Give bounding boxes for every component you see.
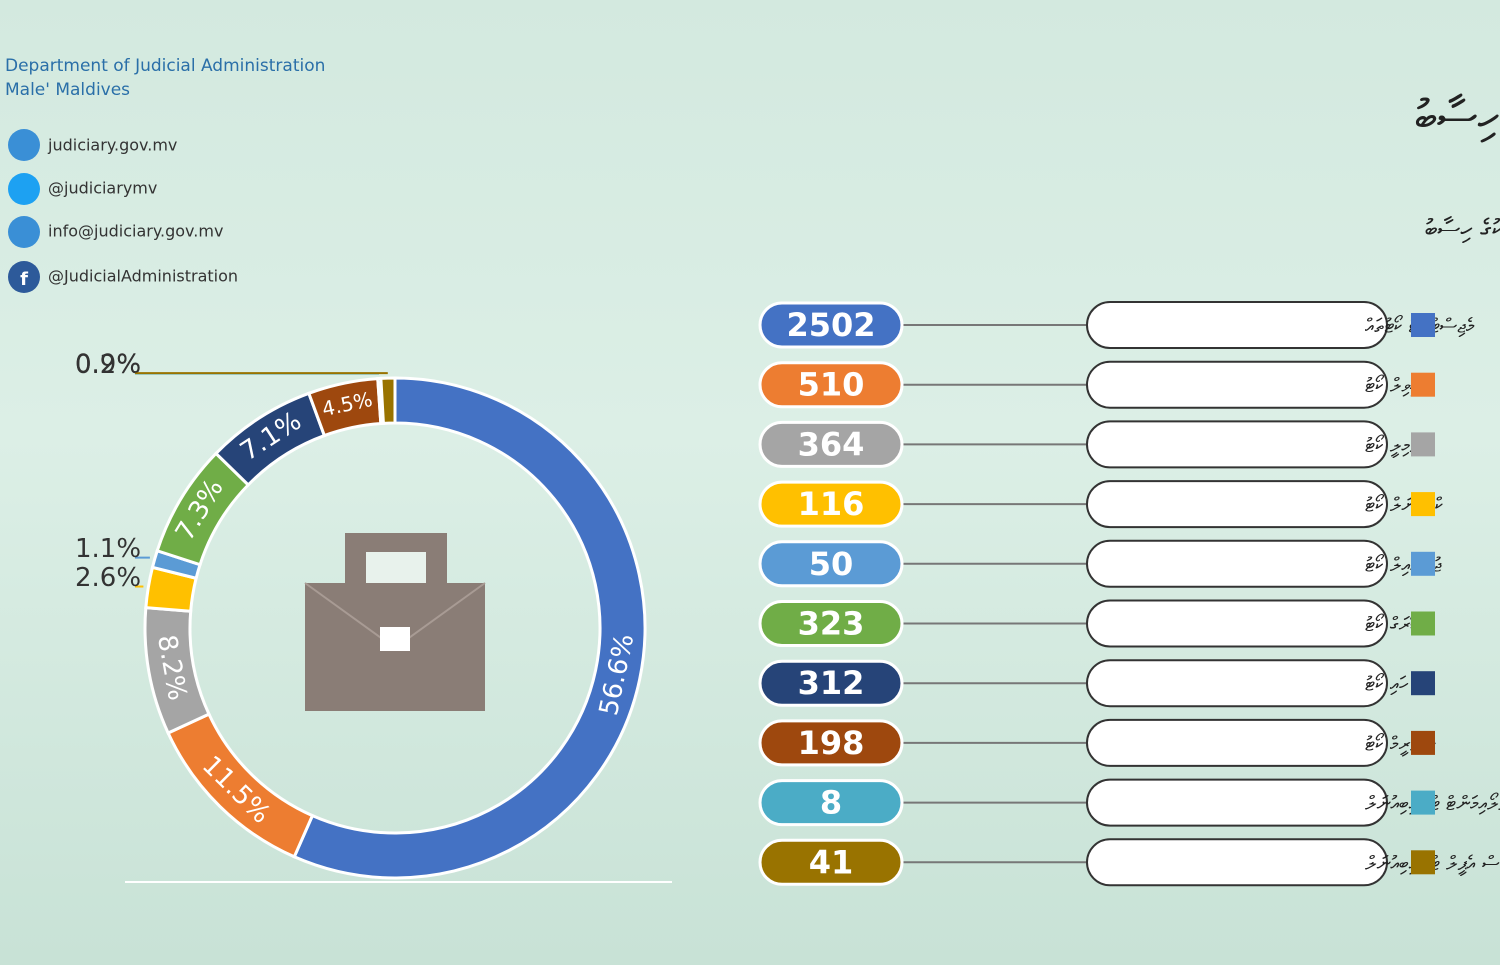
- donut-slice: [292, 376, 647, 880]
- legend-label: ފެމިލީ ކޯޓު: [1365, 433, 1420, 459]
- organization: Department of Judicial Administration: [5, 56, 325, 76]
- count-label: 510: [798, 366, 865, 404]
- count-label: 50: [809, 545, 854, 583]
- legend-swatch: [1411, 730, 1435, 755]
- count-pill: [758, 659, 904, 707]
- legend-label: ޑްރަގް ކޯޓު: [1365, 612, 1417, 636]
- count-label: 116: [798, 485, 865, 523]
- count-pill: [758, 480, 904, 528]
- legend-swatch: [1411, 372, 1435, 397]
- label-box: [1086, 659, 1388, 708]
- count-label: 312: [798, 664, 865, 702]
- location: Male' Maldives: [5, 80, 130, 100]
- slice-label: 0.9%: [75, 350, 141, 380]
- count-pill: [758, 420, 904, 468]
- legend-label: ހައި ކޯޓު: [1365, 672, 1409, 696]
- label-box: [1086, 599, 1388, 648]
- count-pill: [758, 361, 904, 409]
- label-box: [1086, 301, 1388, 349]
- contact-icons: f: [8, 129, 40, 293]
- count-pill: [758, 838, 904, 886]
- count-label: 8: [820, 784, 842, 822]
- label-box: [1086, 539, 1388, 588]
- count-label: 41: [809, 843, 854, 881]
- count-label: 323: [798, 605, 865, 643]
- count-pill: [758, 779, 904, 827]
- count-label: 198: [798, 724, 865, 762]
- count-pill: [758, 301, 904, 349]
- legend-swatch: [1411, 313, 1435, 337]
- label-box: [1086, 420, 1388, 469]
- legend-swatch: [1411, 432, 1435, 457]
- count-label: 364: [798, 425, 865, 463]
- contact: @JudicialAdministration: [48, 267, 238, 286]
- legend-swatch: [1411, 492, 1435, 517]
- donut-slice: [379, 376, 397, 425]
- legend-swatch: [1411, 671, 1435, 696]
- title: ކޯޓުތަކުން ނިމުނު މައްސަލަ ހިސާބު: [1415, 90, 1500, 144]
- count-pill: [758, 540, 904, 588]
- label-box: [1086, 480, 1388, 529]
- contact: @judiciarymv: [48, 179, 157, 198]
- legend-swatch: [1411, 611, 1435, 636]
- legend-swatch: [1411, 790, 1435, 815]
- svg-text:f: f: [20, 269, 28, 290]
- slice-label: 1.1%: [75, 534, 141, 564]
- label-box: [1086, 778, 1388, 827]
- briefcase-icon: [304, 533, 486, 711]
- label-box: [1086, 718, 1388, 767]
- label-box: [1086, 360, 1388, 409]
- count-label: 2502: [786, 306, 875, 344]
- slice-label: 2.6%: [75, 563, 141, 593]
- legend-swatch: [1411, 850, 1435, 875]
- count-pill: [758, 600, 904, 647]
- contact: info@judiciary.gov.mv: [48, 222, 223, 241]
- subtitle: 01 ޖަނަވަރީ 2019 އިން 31 ޑިސެމްބަރު 2020…: [1425, 215, 1500, 246]
- contact: judiciary.gov.mv: [47, 136, 177, 155]
- slice-label: 0.2%: [75, 350, 141, 380]
- count-pill: [758, 719, 904, 767]
- legend-swatch: [1411, 551, 1435, 576]
- label-box: [1086, 838, 1388, 887]
